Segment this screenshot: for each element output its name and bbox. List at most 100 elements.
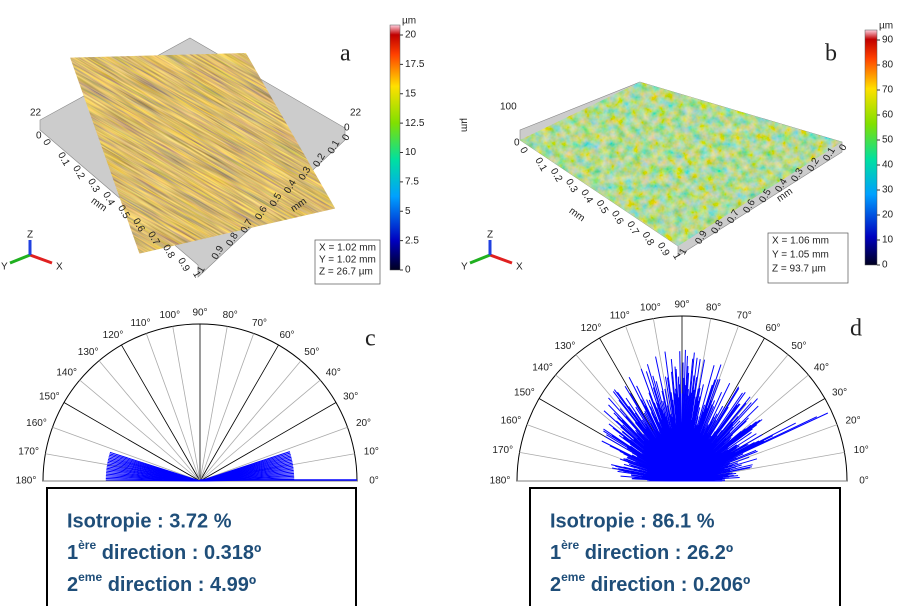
axis-unit: mm [567, 206, 587, 225]
panel-label: d [850, 316, 862, 342]
edge-tick-label: 0.4 [578, 188, 595, 206]
polar-angle-label: 10° [364, 446, 379, 457]
height-label: 22 [350, 108, 362, 119]
polar-angle-label: 30° [343, 392, 358, 403]
height-label: µm [458, 118, 469, 132]
colorbar [390, 25, 400, 270]
colorbar-tick-label: 17.5 [405, 59, 425, 70]
axis-name: Z [27, 230, 33, 241]
axis-y [470, 255, 490, 263]
polar-angle-label: 120° [581, 323, 602, 334]
polar-angle-label: 0° [859, 476, 869, 487]
edge-tick-label: 1 [190, 269, 203, 280]
colorbar-tick-label: 10 [405, 147, 417, 158]
axis-name: X [56, 262, 63, 273]
height-label: 0 [36, 131, 42, 142]
polar-angle-label: 180° [490, 476, 511, 487]
isotropy: Isotropie : 3.72 % [67, 510, 232, 532]
polar-angle-label: 10° [854, 445, 869, 456]
direction-index: 1 [67, 542, 78, 564]
isotropy: Isotropie : 86.1 % [550, 510, 715, 532]
edge-tick-label: 0.3 [563, 177, 580, 195]
colorbar-tick-label: 20 [882, 210, 894, 221]
polar-angle-label: 60° [279, 330, 294, 341]
polar-angle-label: 140° [532, 363, 553, 374]
polar-angle-label: 110° [610, 310, 630, 321]
edge-tick-label: 0.9 [655, 241, 672, 259]
axis-name: Y [461, 262, 468, 273]
colorbar-tick-label: 7.5 [405, 177, 419, 188]
colorbar-tick-label: 5 [405, 206, 411, 217]
height-label: 0 [344, 123, 350, 134]
colorbar-tick-label: 80 [882, 60, 894, 71]
edge-tick-label: 0.9 [175, 256, 192, 274]
polar-angle-label: 80° [223, 310, 238, 321]
direction-sup: eme [78, 570, 102, 584]
readout-line: Y = 1.02 mm [319, 255, 376, 266]
axis-name: Y [1, 262, 8, 273]
height-label: 22 [30, 108, 42, 119]
polar-angle-label: 20° [356, 418, 371, 429]
polar-angle-label: 90° [674, 300, 689, 311]
polar-angle-label: 140° [56, 368, 77, 379]
polar-angle-label: 20° [845, 415, 860, 426]
edge-tick-label: 0.5 [594, 198, 611, 216]
axis-name: X [516, 262, 523, 273]
readout-line: Y = 1.05 mm [772, 250, 829, 261]
edge-tick-label: 0 [40, 137, 53, 148]
readout-line: X = 1.06 mm [772, 236, 829, 247]
edge-tick-label: 1 [670, 251, 683, 262]
polar-angle-label: 180° [16, 476, 37, 487]
axis-x [30, 255, 52, 263]
direction-text: direction : 4.99º [102, 574, 256, 596]
edge-tick-label: 0.2 [548, 167, 565, 185]
edge-tick-label: 0.1 [532, 156, 549, 174]
polar-angle-label: 150° [39, 392, 60, 403]
colorbar-tick-label: 40 [882, 160, 894, 171]
readout-line: X = 1.02 mm [319, 243, 376, 254]
polar-angle-label: 60° [765, 323, 780, 334]
height-label: 0 [514, 138, 520, 149]
direction-index: 2 [550, 574, 561, 596]
polar-angle-label: 170° [18, 446, 39, 457]
axis-name: Z [487, 230, 493, 241]
axis-x [490, 255, 512, 263]
polar-angle-label: 90° [192, 308, 207, 319]
height-label: 100 [500, 102, 517, 113]
polar-angle-label: 170° [492, 445, 513, 456]
colorbar-tick-label: 10 [882, 235, 894, 246]
edge-tick-label: 0.8 [640, 230, 657, 248]
polar-angle-label: 70° [737, 310, 752, 321]
direction-sup: ère [561, 538, 579, 552]
edge-tick-label: 0.6 [609, 209, 626, 227]
polar-angle-label: 160° [26, 418, 47, 429]
polar-angle-label: 110° [131, 318, 151, 329]
colorbar-tick-label: 0 [405, 265, 411, 276]
direction-text: direction : 0.206º [585, 574, 750, 596]
direction-text: direction : 0.318º [96, 542, 261, 564]
colorbar-unit: µm [402, 16, 416, 27]
panel-label: c [365, 326, 376, 352]
polar-angle-label: 70° [252, 318, 267, 329]
polar-angle-label: 0° [369, 476, 379, 487]
colorbar [865, 30, 877, 265]
axis-y [10, 255, 30, 263]
direction-index: 2 [67, 574, 78, 596]
panel-label: b [825, 41, 837, 67]
direction-sup: ère [78, 538, 96, 552]
direction-sup: eme [561, 570, 585, 584]
polar-angle-label: 80° [706, 302, 721, 313]
polar-angle-label: 130° [78, 347, 99, 358]
polar-angle-label: 40° [326, 368, 341, 379]
polar-angle-label: 130° [555, 341, 576, 352]
polar-angle-label: 100° [640, 302, 661, 313]
polar-angle-label: 120° [103, 330, 124, 341]
edge-tick-label: 0.7 [624, 220, 641, 238]
polar-angle-label: 150° [514, 388, 535, 399]
panel-label: a [340, 41, 351, 67]
colorbar-tick-label: 60 [882, 110, 894, 121]
direction-text: direction : 26.2º [579, 542, 733, 564]
surface-b [520, 82, 842, 256]
colorbar-tick-label: 12.5 [405, 118, 425, 129]
colorbar-tick-label: 70 [882, 85, 894, 96]
